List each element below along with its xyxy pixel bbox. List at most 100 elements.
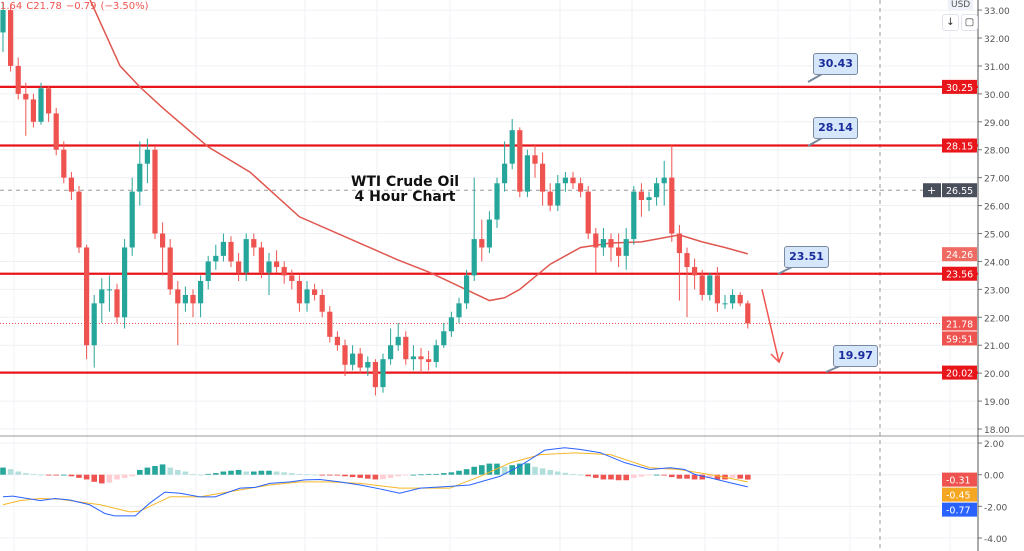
candle-body: [585, 191, 591, 234]
candle-body: [661, 177, 667, 184]
candle-body: [258, 247, 264, 273]
legend-close: C21.78: [26, 1, 62, 12]
macd-histogram-bar: [463, 469, 470, 475]
macd-tick-label: 0.00: [984, 472, 1004, 482]
macd-histogram-bar: [479, 465, 485, 475]
candle-body: [160, 233, 166, 248]
macd-histogram-bar: [593, 474, 599, 478]
macd-histogram-bar: [418, 474, 424, 476]
macd-histogram-bar: [691, 474, 698, 480]
candle-body: [699, 275, 705, 295]
candle-body: [631, 191, 637, 240]
macd-histogram-bar: [76, 474, 82, 478]
arrow-down-icon: ↓: [946, 17, 955, 28]
level-callout-3[interactable]: 23.51: [784, 246, 829, 268]
macd-histogram-bar: [729, 474, 736, 478]
candle-body: [23, 93, 29, 100]
macd-histogram-bar: [30, 473, 37, 475]
macd-histogram-bar: [342, 474, 348, 477]
candle-body: [76, 191, 82, 248]
macd-histogram-bar: [228, 470, 234, 475]
candle-body: [228, 241, 234, 262]
candle-body: [365, 361, 371, 368]
price-tick-label: 29.00: [984, 119, 1010, 129]
macd-histogram-bar: [707, 474, 713, 478]
macd-histogram-bar: [137, 469, 143, 475]
candle-body: [274, 261, 280, 268]
candle-body: [61, 149, 67, 178]
candle-body: [243, 239, 249, 273]
candle-body: [479, 239, 485, 248]
macd-tick-label: -4.00: [984, 535, 1008, 545]
macd-tick-label: 2.00: [984, 440, 1004, 450]
macd-histogram-bar: [699, 474, 705, 480]
macd-histogram-bar: [334, 474, 341, 476]
macd-histogram-bar: [577, 474, 584, 476]
currency-label: USD: [948, 0, 974, 10]
macd-histogram-bar: [425, 473, 432, 475]
level-callout-2[interactable]: 28.14: [813, 117, 858, 139]
candle-body: [737, 294, 743, 304]
macd-histogram-bar: [661, 474, 667, 476]
candle-body: [167, 247, 173, 290]
candle-body: [68, 177, 74, 192]
price-tick-label: 25.00: [984, 231, 1010, 241]
candle-body: [532, 155, 538, 164]
signal-value-badge: -0.45: [946, 491, 971, 502]
price-tick-label: 33.00: [984, 7, 1010, 17]
candle-body: [84, 247, 90, 346]
price-tick-label: 23.00: [984, 286, 1010, 296]
macd-histogram-bar: [441, 473, 447, 475]
macd-histogram-bar: [114, 474, 120, 480]
macd-histogram-bar: [15, 471, 21, 475]
candle-body: [144, 149, 150, 164]
macd-histogram-bar: [38, 474, 44, 476]
macd-histogram-bar: [387, 474, 394, 478]
macd-histogram-bar: [159, 464, 166, 475]
candle-body: [456, 303, 462, 318]
candle-body: [30, 99, 36, 122]
scroll-to-latest-button[interactable]: ↓: [942, 14, 959, 31]
candle-body: [722, 303, 728, 305]
price-tick-label: 22.00: [984, 314, 1010, 324]
ma-value-badge: 24.26: [946, 250, 973, 261]
price-tick-label: 24.00: [984, 258, 1010, 268]
level-callout-4[interactable]: 19.97: [833, 345, 878, 367]
candle-body: [578, 183, 584, 192]
macd-histogram-bar: [456, 470, 462, 475]
price-tick-label: 26.00: [984, 203, 1010, 213]
last-price-badge-bg: [942, 316, 977, 331]
level-callout-1[interactable]: 30.43: [813, 53, 858, 75]
candle-body: [380, 359, 386, 388]
macd-histogram-bar: [357, 474, 363, 478]
macd-histogram-bar: [714, 474, 721, 480]
candle-body: [441, 331, 447, 346]
macd-histogram-bar: [539, 468, 546, 475]
candle-body: [0, 10, 6, 33]
legend-change: −0.79: [65, 1, 97, 12]
candle-body: [646, 197, 652, 200]
level-price-badge-bg: [942, 365, 977, 380]
candle-body: [570, 177, 576, 184]
candle-body: [464, 275, 470, 304]
macd-histogram-bar: [327, 474, 333, 476]
macd-tick-label: -2.00: [984, 503, 1008, 513]
candle-body: [8, 10, 14, 66]
macd-histogram-bar: [615, 474, 622, 481]
candle-body: [266, 261, 272, 273]
candle-body: [638, 191, 644, 200]
macd-histogram-bar: [372, 474, 379, 480]
candle-body: [562, 177, 568, 184]
candle-body: [342, 345, 348, 365]
macd-histogram-bar: [152, 465, 158, 475]
candle-body: [692, 267, 698, 276]
candle-body: [122, 247, 128, 318]
price-tick-label: 31.00: [984, 63, 1010, 73]
level-price-badge-bg: [942, 266, 977, 281]
candle-body: [403, 336, 409, 360]
candle-body: [509, 130, 515, 164]
fullscreen-button[interactable]: ▢: [961, 14, 978, 31]
macd-histogram-bar: [45, 474, 52, 476]
macd-histogram-bar: [395, 474, 401, 477]
